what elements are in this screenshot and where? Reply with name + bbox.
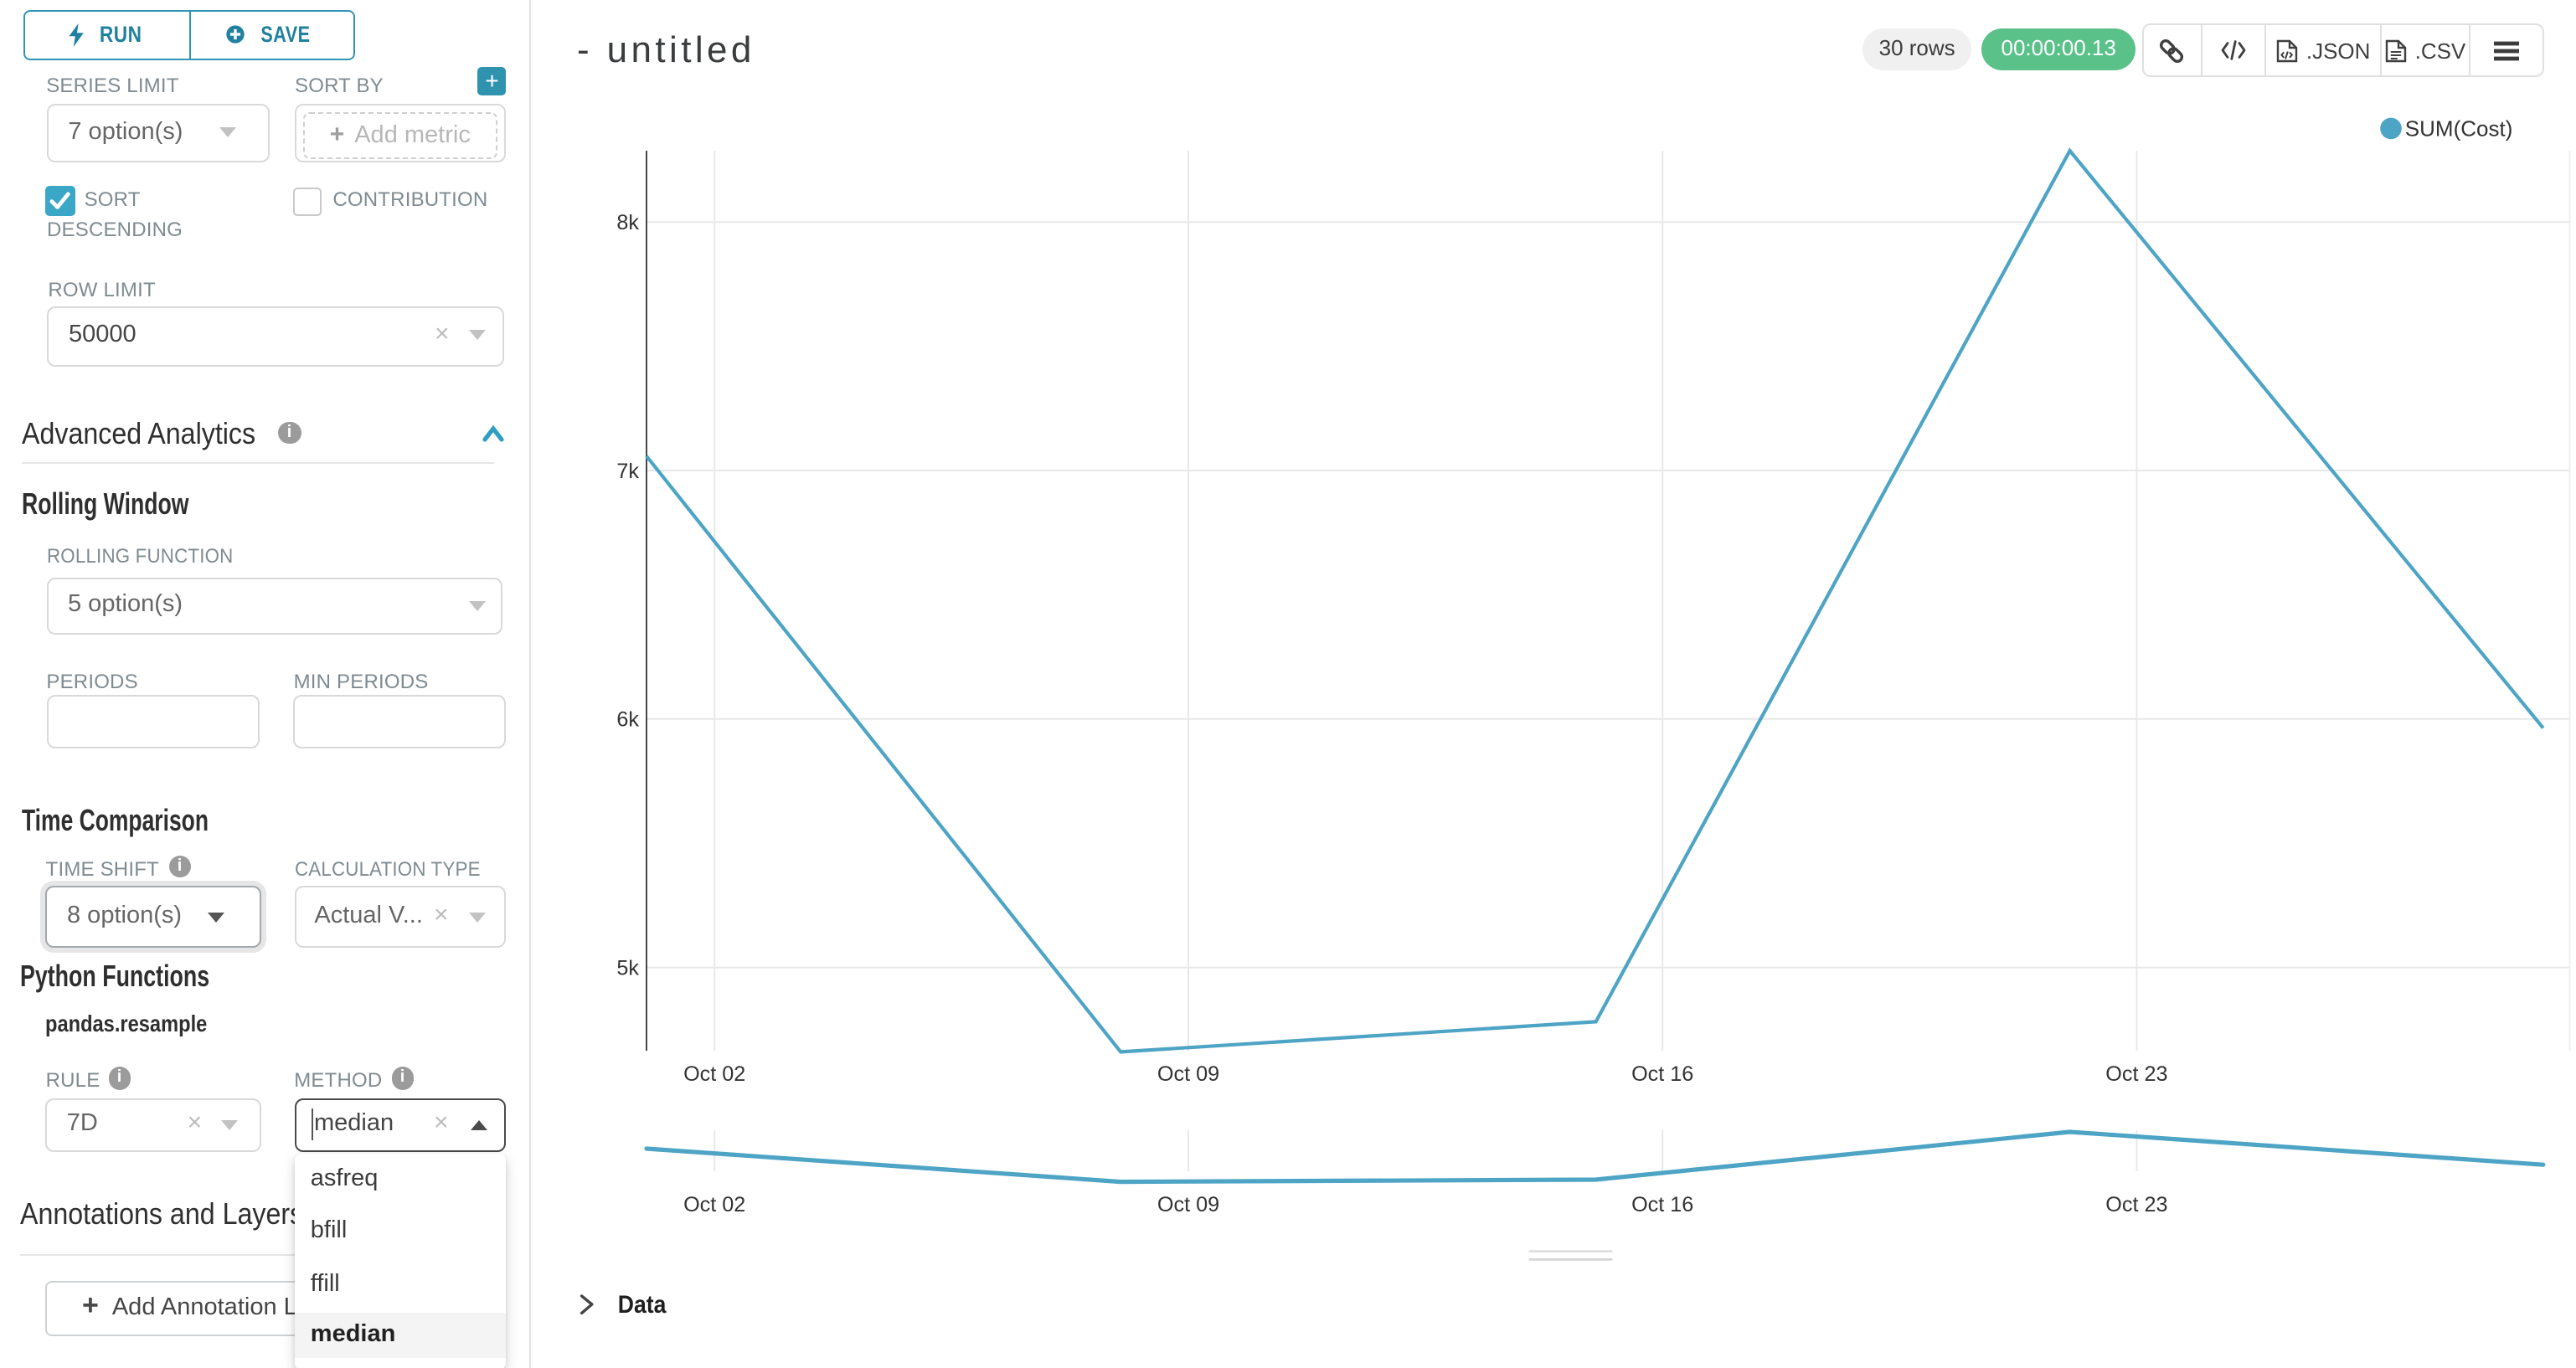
svg-text:Data: Data — [618, 1291, 667, 1319]
svg-text:8k: 8k — [616, 211, 639, 234]
svg-text:6k: 6k — [616, 708, 639, 732]
svg-text:5k: 5k — [616, 956, 639, 980]
svg-text:Oct 09: Oct 09 — [1157, 1193, 1219, 1216]
svg-text:Oct 09: Oct 09 — [1157, 1062, 1219, 1086]
svg-text:SUM(Cost): SUM(Cost) — [2405, 116, 2513, 141]
svg-text:Oct 23: Oct 23 — [2105, 1062, 2167, 1086]
svg-text:Oct 02: Oct 02 — [683, 1062, 745, 1086]
svg-text:Oct 16: Oct 16 — [1631, 1062, 1693, 1086]
svg-text:Oct 02: Oct 02 — [683, 1193, 745, 1216]
svg-text:Oct 23: Oct 23 — [2105, 1193, 2167, 1216]
svg-text:7k: 7k — [616, 460, 639, 483]
svg-text:Oct 16: Oct 16 — [1631, 1193, 1693, 1216]
